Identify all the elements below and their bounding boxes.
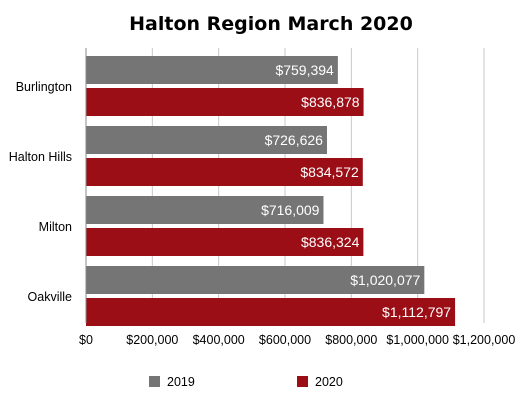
- category-label: Halton Hills: [9, 150, 72, 164]
- value-label: $759,394: [275, 62, 334, 78]
- value-label: $834,572: [300, 164, 359, 180]
- bar-2020: [86, 158, 363, 186]
- value-label: $1,020,077: [350, 272, 420, 288]
- bars: $759,394 $836,878 $726,626 $834,572 $716,009…: [86, 56, 456, 326]
- x-tick-label: $0: [79, 333, 93, 347]
- category-label: Burlington: [16, 80, 72, 94]
- x-tick-label: $600,000: [259, 333, 311, 347]
- value-label: $836,324: [301, 234, 360, 250]
- legend-swatch-2020: [297, 376, 308, 387]
- bar-2020: [86, 298, 456, 326]
- x-tick-label: $200,000: [126, 333, 178, 347]
- value-label: $716,009: [261, 202, 320, 218]
- value-label: $1,112,797: [382, 304, 451, 320]
- x-tick-label: $1,000,000: [386, 333, 449, 347]
- bar-2019: [86, 266, 425, 294]
- axes: $0 $200,000 $400,000 $600,000 $800,000 $1,000…: [9, 48, 516, 347]
- category-label: Oakville: [28, 290, 73, 304]
- bar-2020: [86, 88, 364, 116]
- bar-2019: [86, 126, 327, 154]
- legend-swatch-2019: [149, 376, 160, 387]
- value-label: $726,626: [265, 132, 324, 148]
- legend: 2019 2020: [149, 375, 343, 389]
- bar-2019: [86, 196, 324, 224]
- x-tick-label: $800,000: [325, 333, 377, 347]
- bar-2020: [86, 228, 364, 256]
- x-tick-label: $1,200,000: [453, 333, 516, 347]
- legend-label: 2020: [315, 375, 343, 389]
- x-tick-label: $400,000: [193, 333, 245, 347]
- bar-2019: [86, 56, 338, 84]
- legend-label: 2019: [167, 375, 195, 389]
- value-label: $836,878: [301, 94, 360, 110]
- category-label: Milton: [39, 220, 72, 234]
- chart-title: Halton Region March 2020: [129, 13, 413, 35]
